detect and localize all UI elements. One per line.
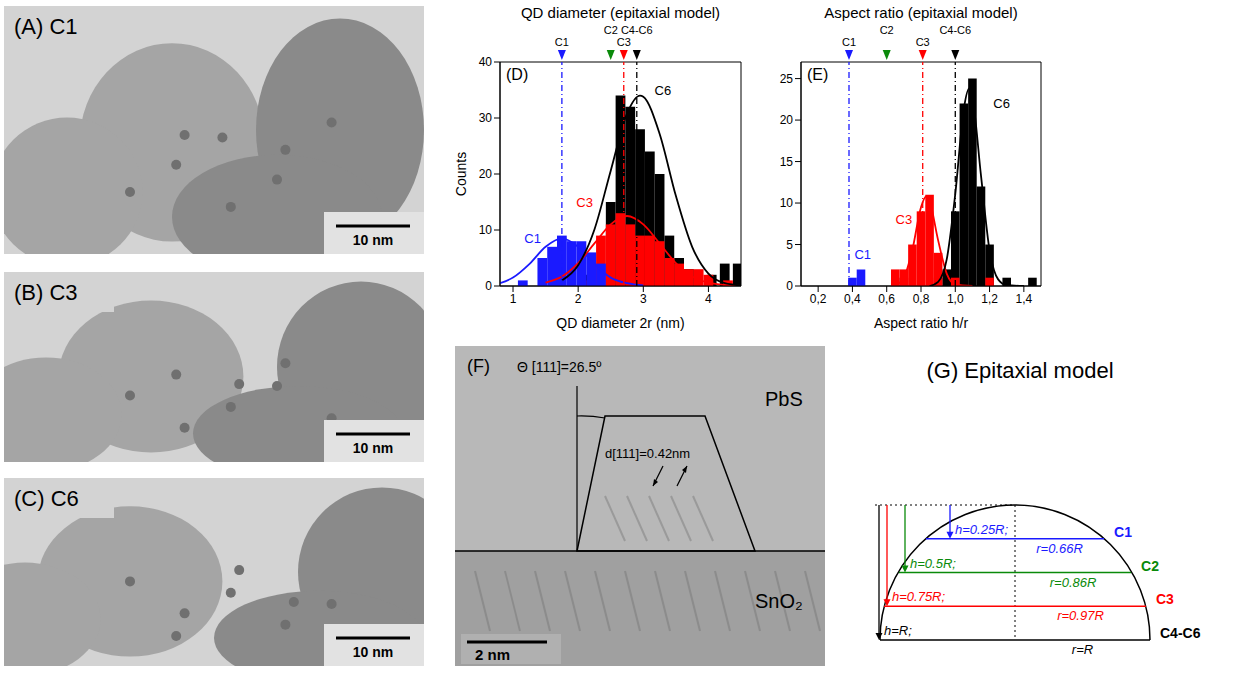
svg-text:C3: C3 [617, 36, 631, 48]
svg-text:30: 30 [479, 111, 493, 125]
svg-text:10: 10 [479, 223, 493, 237]
svg-text:1,4: 1,4 [1016, 292, 1033, 306]
svg-text:(A) C1: (A) C1 [14, 14, 78, 39]
svg-text:0,2: 0,2 [810, 292, 827, 306]
svg-text:h=0.25R;: h=0.25R; [955, 522, 1009, 537]
svg-text:r=R: r=R [1072, 642, 1093, 657]
svg-text:C3: C3 [576, 195, 593, 210]
svg-text:1: 1 [510, 292, 517, 306]
svg-text:10 nm: 10 nm [353, 440, 393, 456]
svg-text:10: 10 [780, 196, 794, 210]
svg-text:4: 4 [705, 292, 712, 306]
svg-text:C1: C1 [854, 247, 871, 262]
svg-text:15: 15 [780, 155, 794, 169]
svg-text:1,0: 1,0 [947, 292, 964, 306]
html-text:Aspect ratio (epitaxial model): Aspect ratio (epitaxial model) [824, 4, 1018, 21]
svg-text:(C) C6: (C) C6 [14, 486, 79, 511]
svg-text:(G) Epitaxial model: (G) Epitaxial model [926, 358, 1113, 383]
svg-text:25: 25 [780, 72, 794, 86]
svg-text:10 nm: 10 nm [353, 644, 393, 660]
svg-text:0: 0 [485, 279, 492, 293]
svg-text:5: 5 [786, 238, 793, 252]
svg-text:20: 20 [479, 167, 493, 181]
html-text:(E): (E) [807, 66, 829, 83]
svg-text:C3: C3 [916, 36, 930, 48]
svg-text:h=0.75R;: h=0.75R; [892, 589, 946, 604]
svg-text:r=0.97R: r=0.97R [1057, 608, 1104, 623]
svg-text:C1: C1 [1114, 524, 1132, 540]
svg-text:C4-C6: C4-C6 [621, 24, 653, 36]
svg-text:QD diameter 2r (nm): QD diameter 2r (nm) [556, 315, 684, 331]
html-text:(D): (D) [506, 66, 529, 83]
svg-text:C1: C1 [524, 231, 541, 246]
svg-text:h=R;: h=R; [884, 623, 912, 638]
svg-text:Counts: Counts [453, 152, 469, 196]
svg-text:Θ [111]=26.5º: Θ [111]=26.5º [517, 359, 601, 375]
svg-text:C4-C6: C4-C6 [939, 24, 971, 36]
svg-text:r=0.66R: r=0.66R [1036, 541, 1083, 556]
svg-text:0,8: 0,8 [913, 292, 930, 306]
svg-text:(F): (F) [467, 356, 490, 376]
svg-text:0,6: 0,6 [878, 292, 895, 306]
svg-text:0: 0 [786, 279, 793, 293]
svg-text:20: 20 [780, 113, 794, 127]
svg-text:d[111]=0.42nm: d[111]=0.42nm [605, 446, 690, 461]
svg-text:10 nm: 10 nm [353, 232, 393, 248]
svg-text:C6: C6 [655, 83, 672, 98]
html-text:QD diameter (epitaxial model): QD diameter (epitaxial model) [520, 4, 721, 21]
svg-text:2: 2 [575, 292, 582, 306]
svg-text:C3: C3 [896, 212, 913, 227]
svg-text:(B) C3: (B) C3 [14, 280, 78, 305]
svg-text:C3: C3 [1156, 591, 1174, 607]
svg-text:Aspect ratio h/r: Aspect ratio h/r [874, 315, 968, 331]
svg-text:PbS: PbS [765, 388, 803, 410]
svg-text:SnO₂: SnO₂ [755, 590, 803, 612]
svg-text:C1: C1 [555, 36, 569, 48]
svg-text:C2: C2 [1141, 558, 1159, 574]
svg-text:C2: C2 [880, 24, 894, 36]
svg-text:C4-C6: C4-C6 [1160, 625, 1201, 641]
svg-text:C2: C2 [604, 24, 618, 36]
svg-text:C1: C1 [842, 36, 856, 48]
svg-text:40: 40 [479, 55, 493, 69]
svg-text:2 nm: 2 nm [475, 646, 510, 663]
svg-text:r=0.86R: r=0.86R [1050, 575, 1097, 590]
svg-text:0,4: 0,4 [844, 292, 861, 306]
svg-text:1,2: 1,2 [981, 292, 998, 306]
svg-text:C6: C6 [993, 96, 1010, 111]
svg-text:3: 3 [640, 292, 647, 306]
svg-text:h=0.5R;: h=0.5R; [910, 556, 956, 571]
